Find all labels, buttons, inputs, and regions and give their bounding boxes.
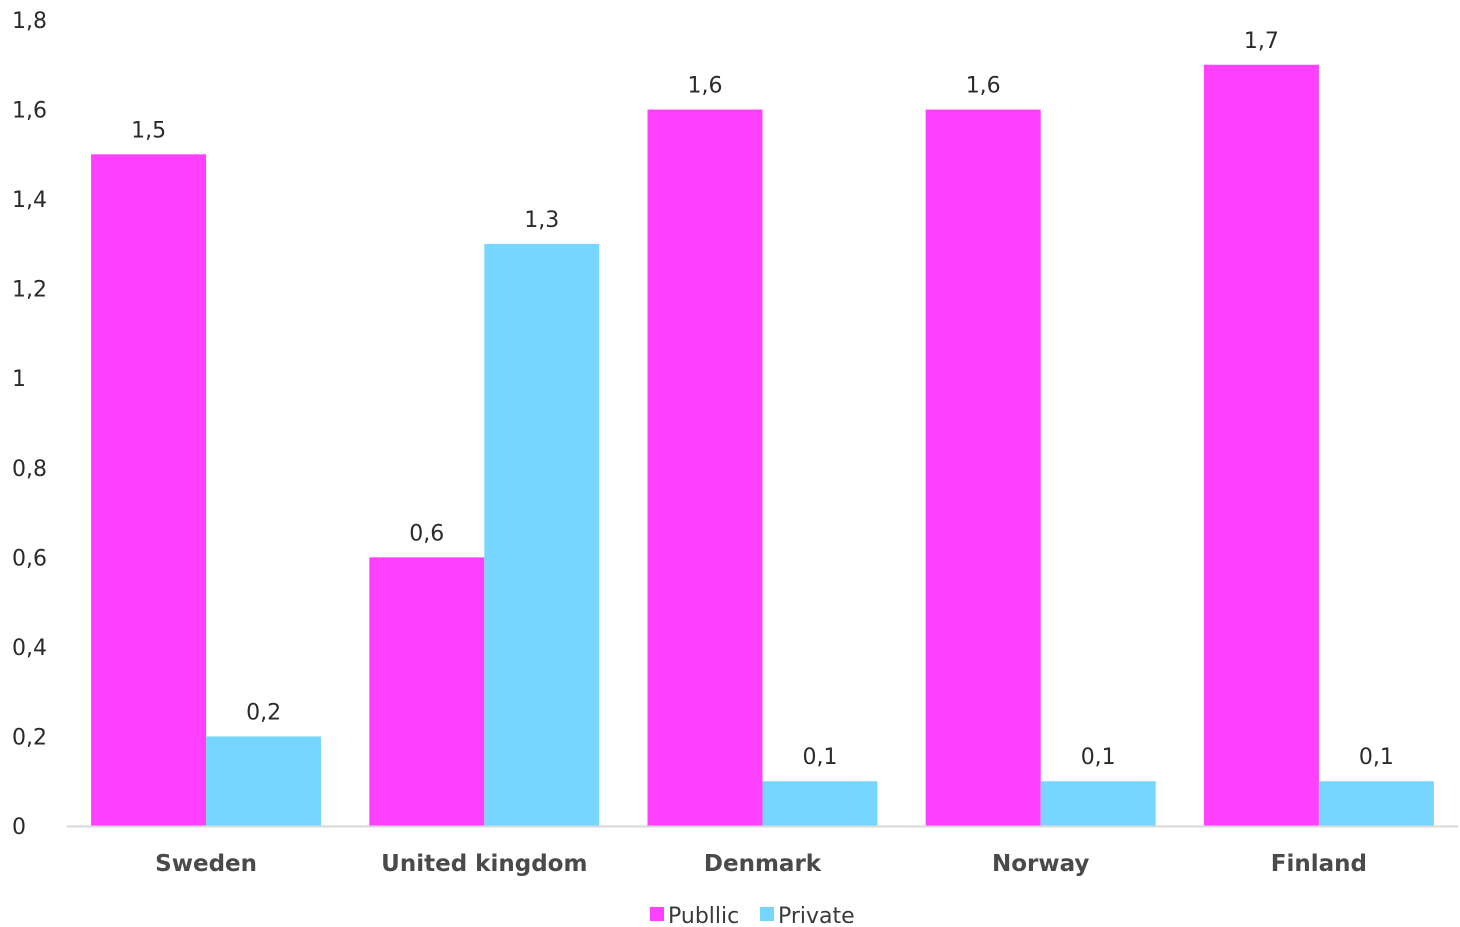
x-category-label: United kingdom [381, 851, 587, 877]
y-tick-label: 1,4 [12, 188, 47, 213]
y-tick-label: 0 [12, 815, 26, 840]
y-tick-label: 0,4 [12, 636, 47, 661]
x-category-label: Norway [992, 851, 1089, 877]
category-labels-group: Sweden United kingdom Denmark Norway Finland [155, 851, 1367, 877]
data-label: 1,5 [131, 118, 166, 143]
data-labels-group: 1,5 0,2 0,6 1,3 1,6 0,1 1,6 0,1 1,7 0,1 [131, 29, 1394, 770]
bar-private-united-kingdom [484, 243, 600, 826]
legend: Publlic Private [650, 904, 855, 927]
bar-private-sweden [206, 736, 322, 826]
bar-publlic-norway [925, 109, 1041, 827]
data-label: 1,6 [966, 74, 1001, 99]
legend-swatch-private [760, 907, 774, 921]
x-category-label: Denmark [704, 851, 822, 877]
bar-publlic-denmark [647, 109, 763, 827]
bars-group [91, 64, 1434, 827]
data-label: 0,1 [803, 745, 838, 770]
data-label: 1,7 [1244, 29, 1279, 54]
legend-label-publlic: Publlic [668, 904, 739, 927]
y-tick-label: 1,8 [12, 9, 47, 34]
legend-swatch-publlic [650, 907, 664, 921]
bar-publlic-finland [1203, 64, 1319, 827]
x-category-label: Sweden [155, 851, 257, 877]
legend-label-private: Private [778, 904, 855, 927]
y-axis-tick-labels: 0 0,2 0,4 0,6 0,8 1 1,2 1,4 1,6 1,8 [12, 9, 47, 840]
bar-private-finland [1318, 781, 1434, 826]
bar-publlic-sweden [91, 154, 207, 827]
y-tick-label: 0,6 [12, 546, 47, 571]
data-label: 1,6 [688, 74, 723, 99]
y-tick-label: 0,8 [12, 457, 47, 482]
data-label: 1,3 [524, 208, 559, 233]
y-tick-label: 1,2 [12, 278, 47, 303]
data-label: 0,6 [409, 521, 444, 546]
y-tick-label: 0,2 [12, 725, 47, 750]
data-label: 0,1 [1359, 745, 1394, 770]
data-label: 0,2 [246, 700, 281, 725]
x-category-label: Finland [1271, 851, 1367, 877]
bar-private-denmark [762, 781, 878, 826]
data-label: 0,1 [1081, 745, 1116, 770]
y-tick-label: 1,6 [12, 99, 47, 124]
bar-publlic-united-kingdom [369, 557, 485, 826]
bar-private-norway [1040, 781, 1156, 826]
y-tick-label: 1 [12, 367, 26, 392]
